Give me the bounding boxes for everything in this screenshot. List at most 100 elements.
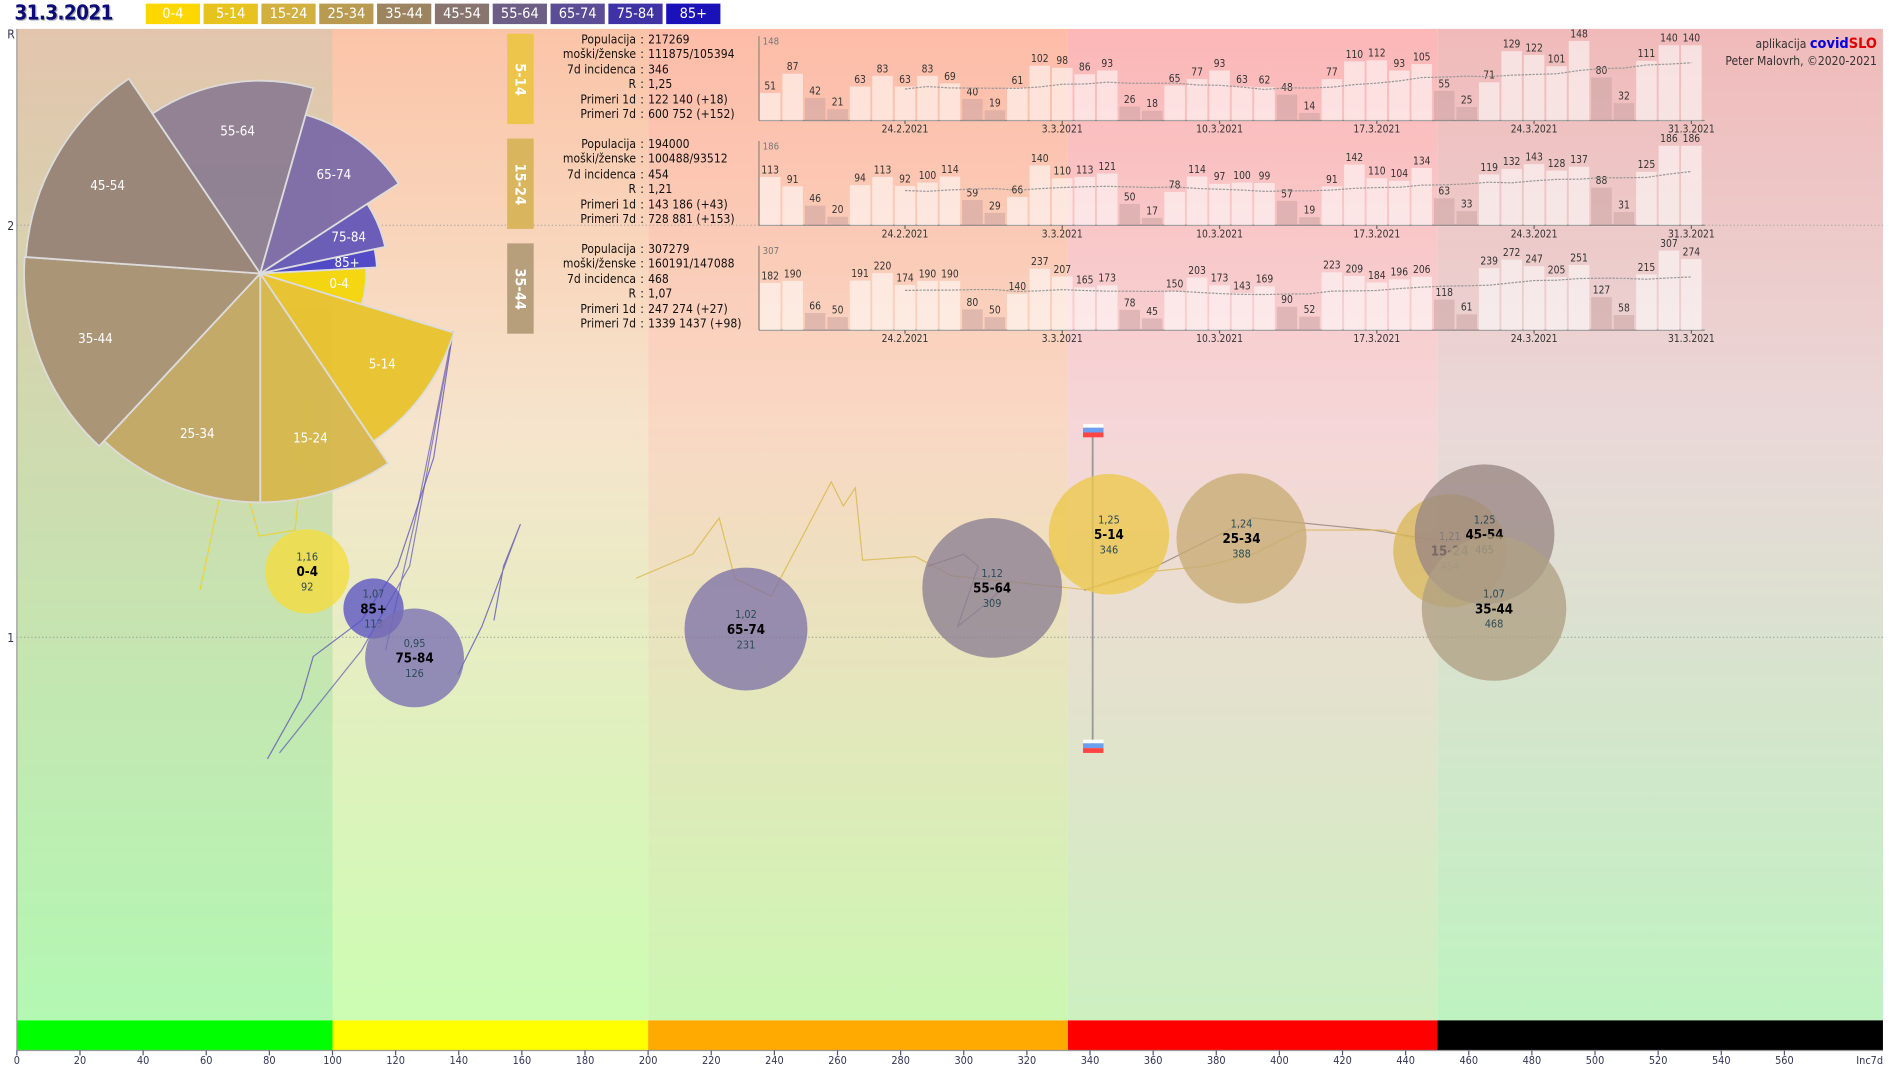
bar-value-label: 122 bbox=[1525, 43, 1543, 54]
bar-value-label: 66 bbox=[809, 301, 821, 312]
panel-row: Primeri 1d:247 274 (+27) bbox=[536, 303, 741, 318]
bar-value-label: 101 bbox=[1548, 55, 1566, 66]
bar bbox=[1501, 168, 1522, 226]
row-value: 728 881 (+153) bbox=[648, 213, 735, 227]
bar bbox=[1096, 173, 1118, 226]
x-tick-label: 260 bbox=[828, 1054, 847, 1066]
bar bbox=[1096, 70, 1118, 121]
bar bbox=[1456, 314, 1477, 331]
bar bbox=[1613, 212, 1635, 226]
rose-label-55-64: 55-64 bbox=[220, 125, 255, 140]
row-separator: : bbox=[640, 153, 644, 167]
bar bbox=[1591, 187, 1612, 226]
bar bbox=[1299, 316, 1320, 331]
row-separator: : bbox=[640, 213, 644, 227]
bubble-group-label: 75-84 bbox=[395, 652, 433, 667]
bar bbox=[962, 309, 983, 331]
bar-value-label: 102 bbox=[1031, 54, 1049, 65]
bar bbox=[1186, 176, 1208, 226]
chart-date-label: 24.2.2021 bbox=[882, 334, 929, 345]
bar-value-label: 169 bbox=[1256, 275, 1274, 286]
zone-background bbox=[332, 28, 649, 1021]
x-tick-label: 40 bbox=[137, 1054, 149, 1066]
panel-tag-label: 15-24 bbox=[511, 162, 529, 205]
bar bbox=[1254, 286, 1275, 331]
bar bbox=[1186, 277, 1208, 331]
bar-value-label: 50 bbox=[1124, 192, 1136, 203]
legend-0-4: 0-4 bbox=[145, 3, 200, 25]
bar-value-label: 63 bbox=[1236, 75, 1248, 86]
bubble-incidence: 468 bbox=[1485, 618, 1504, 631]
bar-value-label: 69 bbox=[944, 72, 956, 83]
row-value: 1339 1437 (+98) bbox=[648, 318, 742, 332]
row-value: 217269 bbox=[648, 33, 690, 47]
bar bbox=[984, 110, 1006, 121]
bar-value-label: 19 bbox=[1304, 206, 1316, 217]
slovenia-flag-icon bbox=[1083, 739, 1104, 753]
bar-value-label: 31 bbox=[1618, 200, 1630, 211]
bar bbox=[1591, 77, 1612, 121]
chart-date-label: 10.3.2021 bbox=[1196, 125, 1243, 136]
bar bbox=[1546, 170, 1567, 226]
bubble-group-label: 65-74 bbox=[727, 623, 765, 638]
panel-row: Primeri 1d:143 186 (+43) bbox=[536, 198, 735, 213]
bar bbox=[1029, 268, 1051, 331]
bar bbox=[1074, 74, 1096, 121]
bar bbox=[1254, 182, 1275, 226]
bar-value-label: 100 bbox=[1233, 171, 1251, 182]
bar-value-label: 63 bbox=[1438, 187, 1450, 198]
x-tick-label: 120 bbox=[386, 1054, 405, 1066]
x-tick-label: 80 bbox=[263, 1054, 275, 1066]
row-value: 468 bbox=[648, 273, 669, 287]
bar bbox=[1366, 60, 1388, 121]
chart-date-label: 24.3.2021 bbox=[1511, 334, 1558, 345]
bar-value-label: 105 bbox=[1413, 52, 1431, 63]
bar bbox=[1276, 94, 1298, 121]
panel-row: Populacija:194000 bbox=[536, 139, 735, 154]
bar-value-label: 239 bbox=[1480, 257, 1498, 268]
row-label: Primeri 1d bbox=[580, 303, 637, 317]
bar bbox=[1231, 86, 1253, 121]
bar-value-label: 140 bbox=[1031, 154, 1049, 165]
bar bbox=[1096, 285, 1118, 331]
bar-value-label: 190 bbox=[919, 269, 937, 280]
bar bbox=[759, 93, 781, 121]
chart-date-label: 10.3.2021 bbox=[1196, 334, 1243, 345]
bar bbox=[1681, 259, 1702, 331]
rose-wedge-65-74 bbox=[258, 113, 400, 276]
rose-label-45-54: 45-54 bbox=[90, 179, 125, 194]
row-separator: : bbox=[640, 63, 644, 77]
bubble-r-value: 0,95 bbox=[404, 637, 426, 650]
bar-value-label: 66 bbox=[1011, 185, 1023, 196]
bar bbox=[1141, 218, 1163, 226]
bar-value-label: 184 bbox=[1368, 271, 1386, 282]
row-label: Populacija bbox=[581, 243, 637, 257]
bar-value-label: 77 bbox=[1326, 67, 1338, 78]
bar bbox=[962, 200, 983, 226]
row-label: Primeri 7d bbox=[580, 108, 637, 122]
x-tick-label: 520 bbox=[1649, 1054, 1668, 1066]
bar-value-label: 143 bbox=[1233, 281, 1251, 292]
rose-label-65-74: 65-74 bbox=[317, 168, 352, 183]
bar-value-label: 94 bbox=[854, 173, 866, 184]
daily-chart-35-44: 307 182 190 66 50 191 220 174 190 190 80 50 140 237 20… bbox=[758, 239, 1715, 345]
bar bbox=[1523, 54, 1545, 121]
bar-value-label: 63 bbox=[854, 75, 866, 86]
x-tick-label: 380 bbox=[1207, 1054, 1226, 1066]
row-label: Primeri 1d bbox=[580, 198, 637, 212]
bar-value-label: 83 bbox=[922, 64, 934, 75]
bar-value-label: 25 bbox=[1461, 95, 1473, 106]
bubble-circle bbox=[684, 567, 808, 691]
chart-date-label: 3.3.2021 bbox=[1042, 229, 1083, 240]
info-panel-15-24: 15-24 Populacija:194000 moški/ženske:10048… bbox=[507, 138, 754, 229]
x-tick-label: 240 bbox=[765, 1054, 784, 1066]
bar bbox=[1658, 145, 1680, 226]
report-date: 31.3.2021 bbox=[14, 1, 113, 26]
bar bbox=[1433, 198, 1455, 226]
row-value: 1,07 bbox=[648, 288, 673, 302]
bar bbox=[1433, 90, 1455, 121]
bar-value-label: 80 bbox=[1596, 66, 1608, 77]
bar bbox=[1456, 107, 1477, 121]
